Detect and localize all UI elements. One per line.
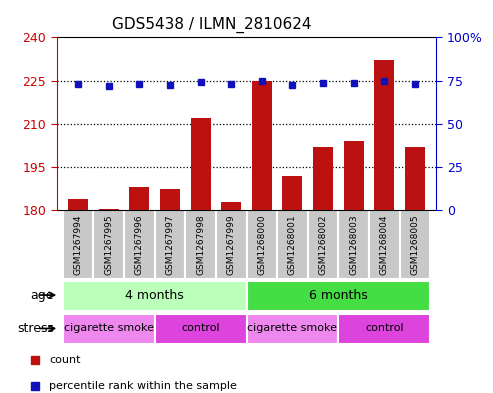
Text: GSM1267998: GSM1267998: [196, 214, 205, 275]
Text: cigarette smoke: cigarette smoke: [64, 323, 154, 334]
FancyBboxPatch shape: [338, 210, 369, 279]
Text: GSM1268001: GSM1268001: [288, 214, 297, 275]
Text: GSM1267999: GSM1267999: [227, 214, 236, 275]
Text: GSM1267994: GSM1267994: [73, 215, 83, 275]
Text: GSM1267995: GSM1267995: [104, 214, 113, 275]
Text: count: count: [49, 355, 81, 365]
FancyBboxPatch shape: [216, 210, 246, 279]
Bar: [160, 189, 180, 210]
Bar: [374, 61, 394, 210]
Text: 4 months: 4 months: [125, 288, 184, 301]
FancyBboxPatch shape: [63, 281, 246, 311]
FancyBboxPatch shape: [124, 210, 155, 279]
Text: percentile rank within the sample: percentile rank within the sample: [49, 381, 237, 391]
FancyBboxPatch shape: [246, 210, 277, 279]
FancyBboxPatch shape: [246, 314, 338, 344]
Bar: [191, 118, 211, 210]
Bar: [99, 209, 119, 210]
Text: stress: stress: [17, 322, 54, 335]
Text: GSM1268003: GSM1268003: [349, 214, 358, 275]
Bar: [313, 147, 333, 210]
Bar: [405, 147, 425, 210]
Text: GSM1268002: GSM1268002: [318, 215, 327, 275]
Text: 6 months: 6 months: [309, 288, 368, 301]
FancyBboxPatch shape: [277, 210, 308, 279]
FancyBboxPatch shape: [338, 314, 430, 344]
Text: control: control: [365, 323, 404, 334]
Bar: [252, 81, 272, 210]
FancyBboxPatch shape: [246, 281, 430, 311]
Text: GSM1268004: GSM1268004: [380, 215, 389, 275]
Text: GSM1268000: GSM1268000: [257, 214, 266, 275]
Bar: [344, 141, 364, 210]
FancyBboxPatch shape: [155, 210, 185, 279]
Text: GSM1268005: GSM1268005: [410, 214, 420, 275]
Text: cigarette smoke: cigarette smoke: [247, 323, 337, 334]
Text: age: age: [31, 288, 54, 301]
FancyBboxPatch shape: [399, 210, 430, 279]
Text: GSM1267996: GSM1267996: [135, 214, 144, 275]
Text: control: control: [181, 323, 220, 334]
FancyBboxPatch shape: [369, 210, 399, 279]
Bar: [68, 199, 88, 210]
FancyBboxPatch shape: [63, 210, 94, 279]
FancyBboxPatch shape: [185, 210, 216, 279]
Bar: [221, 202, 241, 210]
FancyBboxPatch shape: [308, 210, 338, 279]
Bar: [282, 176, 302, 210]
Text: GDS5438 / ILMN_2810624: GDS5438 / ILMN_2810624: [112, 17, 312, 33]
FancyBboxPatch shape: [155, 314, 246, 344]
FancyBboxPatch shape: [63, 314, 155, 344]
FancyBboxPatch shape: [94, 210, 124, 279]
Text: GSM1267997: GSM1267997: [166, 214, 175, 275]
Bar: [129, 187, 149, 210]
